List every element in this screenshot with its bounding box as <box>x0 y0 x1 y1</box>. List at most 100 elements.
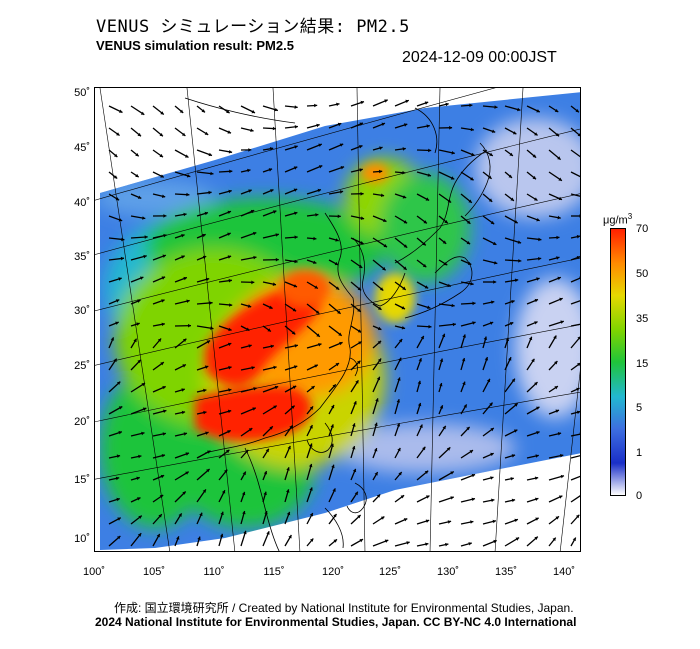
wind-arrow-head <box>536 406 540 410</box>
wind-arrow-head <box>447 199 452 203</box>
wind-arrow-head <box>229 303 233 307</box>
wind-arrow-head <box>228 365 232 370</box>
wind-arrow-head <box>314 103 318 108</box>
wind-arrow-head <box>332 488 336 492</box>
lon-label-110: 110˚ <box>203 566 225 578</box>
wind-arrow-head <box>468 542 472 546</box>
wind-arrow-head <box>534 298 538 303</box>
pm25-map <box>94 87 581 552</box>
wind-arrow-head <box>248 344 252 348</box>
wind-arrow-head <box>471 497 475 502</box>
wind-arrow-head <box>251 280 255 285</box>
wind-arrow-head <box>309 487 313 491</box>
wind-arrow-head <box>581 156 582 159</box>
wind-arrow-head <box>360 241 364 245</box>
wind-arrow-head <box>118 406 123 410</box>
wind-arrow-head <box>335 363 339 367</box>
lat-label-25: 25˚ <box>74 360 90 372</box>
wind-arrow-head <box>137 299 141 303</box>
wind-arrow-head <box>118 277 122 281</box>
lon-label-100: 100˚ <box>82 566 106 578</box>
wind-arrow-head <box>360 192 364 196</box>
wind-arrow-head <box>374 472 378 476</box>
wind-arrow-head <box>472 301 476 306</box>
wind-arrow-head <box>116 132 120 136</box>
wind-arrow-head <box>228 327 232 332</box>
wind-arrow-head <box>402 286 406 290</box>
wind-arrow-head <box>383 218 387 222</box>
wind-arrow-head <box>450 496 454 500</box>
wind-arrow-head <box>461 358 466 362</box>
wind-arrow-head <box>186 299 190 303</box>
title-jp: VENUS シミュレーション結果: PM2.5 <box>96 17 410 37</box>
wind-arrow-head <box>266 531 270 535</box>
wind-arrow-head <box>576 387 580 392</box>
wind-arrow-head <box>426 495 430 499</box>
wind-arrow-head <box>449 125 453 130</box>
wind-arrow-head <box>381 122 385 126</box>
wind-arrow-head <box>141 383 145 387</box>
wind-arrow-shaft <box>570 323 580 327</box>
wind-arrow-head <box>534 321 538 325</box>
wind-arrow-head <box>330 443 334 447</box>
wind-arrow-head <box>309 406 313 410</box>
wind-arrow-head <box>293 166 298 170</box>
wind-arrow-head <box>534 197 538 201</box>
lat-label-40: 40˚ <box>74 197 90 209</box>
wind-arrow-head <box>424 470 429 474</box>
wind-arrow-head <box>309 425 313 429</box>
wind-arrow-head <box>353 401 357 405</box>
lat-label-30: 30˚ <box>74 305 90 317</box>
wind-arrow-head <box>577 363 580 367</box>
wind-arrow-head <box>553 335 557 339</box>
wind-arrow-head <box>118 218 123 222</box>
wind-arrow-head <box>144 235 148 239</box>
wind-arrow-head <box>228 388 232 392</box>
wind-arrow-head <box>401 306 405 310</box>
wind-arrow-head <box>557 156 561 160</box>
wind-arrow-head <box>467 261 472 265</box>
wind-arrow-head <box>204 365 209 369</box>
wind-arrow-head <box>158 514 162 518</box>
wind-arrow-head <box>315 213 319 217</box>
wind-arrow-head <box>272 282 276 286</box>
wind-arrow-head <box>292 385 297 389</box>
wind-arrow-head <box>577 133 580 137</box>
wind-arrow-head <box>489 321 494 325</box>
wind-arrow-head <box>202 255 207 260</box>
wind-arrow-shaft <box>570 300 580 305</box>
wind-arrow-head <box>228 278 232 283</box>
wind-arrow-head <box>397 447 401 452</box>
wind-arrow-head <box>358 264 363 268</box>
lat-label-20: 20˚ <box>74 416 90 428</box>
wind-arrow-head <box>492 241 497 245</box>
wind-arrow-head <box>558 495 563 499</box>
wind-arrow-head <box>515 537 520 541</box>
wind-arrow-head <box>313 236 317 241</box>
wind-arrow-head <box>532 154 537 158</box>
wind-arrow-head <box>560 474 564 479</box>
timestamp: 2024-12-09 00:00JST <box>402 49 557 66</box>
colorbar-tick-0: 0 <box>636 490 643 502</box>
wind-arrow-head <box>447 283 451 288</box>
wind-arrow-head <box>514 518 518 523</box>
wind-arrow-head <box>314 364 318 368</box>
wind-arrow-head <box>161 322 165 327</box>
wind-arrow-shaft <box>570 171 580 178</box>
wind-arrow-head <box>241 491 246 496</box>
wind-arrow-head <box>554 386 558 390</box>
wind-arrow-head <box>470 520 474 524</box>
colorbar-tick-35: 35 <box>636 313 649 325</box>
wind-arrow-head <box>493 280 497 284</box>
wind-arrow-head <box>247 168 251 173</box>
wind-arrow-head <box>572 537 576 542</box>
wind-arrow-head <box>202 233 206 238</box>
wind-arrow-head <box>274 107 278 112</box>
wind-arrow-head <box>511 498 516 503</box>
wind-arrow-head <box>113 175 118 179</box>
wind-arrow-head <box>491 498 495 503</box>
wind-arrow-head <box>490 476 494 480</box>
wind-arrow-head <box>136 322 140 326</box>
wind-arrow-head <box>396 423 401 427</box>
wind-arrow-head <box>351 446 356 450</box>
